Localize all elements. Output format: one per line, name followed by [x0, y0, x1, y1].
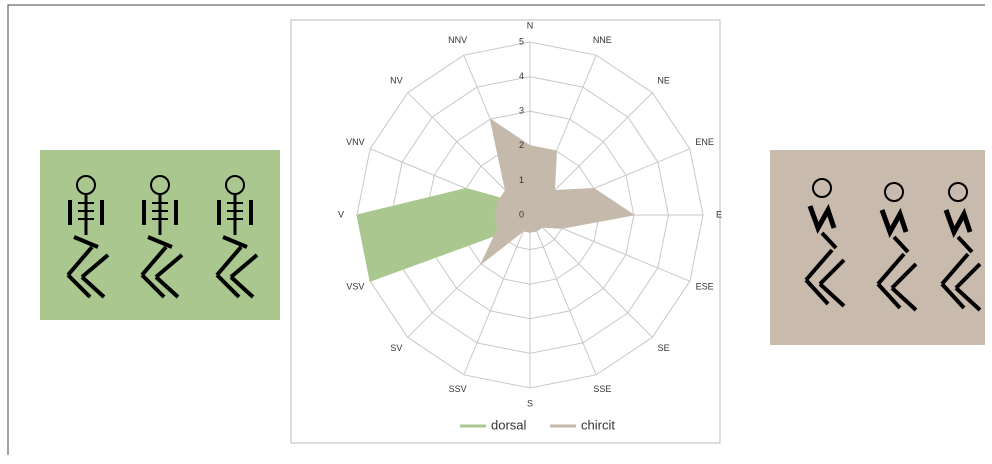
category-label: SE: [658, 343, 670, 353]
r-tick-label: 5: [519, 36, 524, 46]
category-label: E: [716, 209, 722, 219]
category-label: SV: [390, 343, 402, 353]
category-label: ENE: [695, 137, 714, 147]
category-label: SSV: [449, 384, 467, 394]
category-label: NNV: [448, 35, 467, 45]
r-tick-label: 1: [519, 175, 524, 185]
category-label: VNV: [346, 137, 365, 147]
r-tick-label: 0: [519, 209, 524, 219]
category-label: N: [527, 20, 534, 30]
category-label: SSE: [593, 384, 611, 394]
category-label: V: [338, 209, 344, 219]
chircit-panel: [770, 150, 985, 345]
r-tick-label: 3: [519, 106, 524, 116]
category-label: ESE: [696, 282, 714, 292]
r-tick-label: 4: [519, 71, 524, 81]
frame: [7, 4, 985, 455]
category-label: NE: [657, 76, 670, 86]
category-label: VSV: [346, 282, 364, 292]
category-label: S: [527, 398, 533, 408]
spoke: [529, 214, 653, 338]
category-label: NNE: [593, 35, 612, 45]
radar-plot: 0 1 2 3 4 5N NNE NE ENE E ESE SE SSE S SSV SV VSV V VNV NV N…: [338, 20, 722, 432]
r-tick-label: 2: [519, 140, 524, 150]
series-area: [480, 117, 636, 265]
category-label: NV: [390, 76, 403, 86]
legend-label: dorsal: [491, 417, 527, 432]
legend-label: chircit: [581, 417, 615, 432]
spoke: [529, 214, 597, 376]
spoke: [463, 214, 531, 376]
